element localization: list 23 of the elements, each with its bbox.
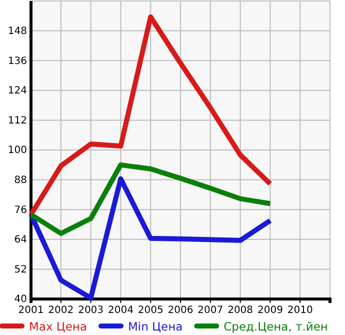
x-tick-label: 2007 <box>198 305 224 316</box>
y-tick-label: 52 <box>14 264 27 276</box>
x-tick-label: 2009 <box>257 305 283 316</box>
y-tick-label: 88 <box>14 175 27 186</box>
legend-label: Max Цена <box>29 320 87 334</box>
x-tick-label: 2002 <box>48 305 74 316</box>
x-tick-label: 2003 <box>78 305 104 316</box>
y-tick-label: 100 <box>8 145 27 156</box>
x-tick-label: 2008 <box>228 305 254 316</box>
x-tick-label: 2004 <box>108 305 134 316</box>
y-tick-label: 76 <box>14 204 27 216</box>
legend-label: Min Цена <box>128 320 183 334</box>
x-tick-label: 2010 <box>287 305 313 316</box>
y-tick-label: 40 <box>14 294 27 306</box>
legend-label: Сред.Цена, т.йен <box>224 320 328 334</box>
y-tick-label: 124 <box>8 86 27 97</box>
x-tick-label: 2001 <box>18 305 44 316</box>
y-tick-label: 136 <box>8 56 27 67</box>
x-tick-label: 2006 <box>168 305 194 316</box>
y-tick-label: 112 <box>8 115 27 126</box>
y-tick-label: 148 <box>8 26 27 37</box>
y-tick-label: 64 <box>14 234 27 246</box>
x-tick-label: 2005 <box>138 305 164 316</box>
